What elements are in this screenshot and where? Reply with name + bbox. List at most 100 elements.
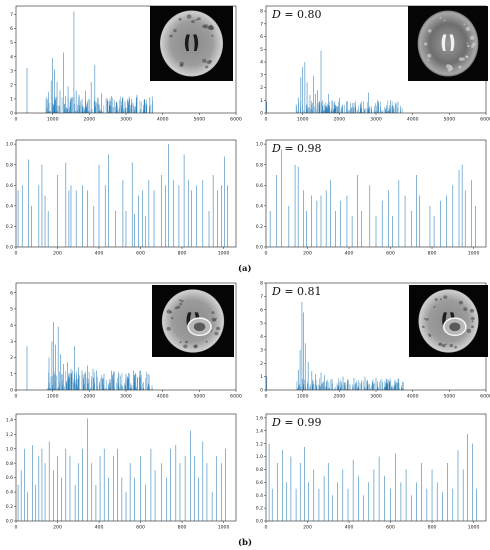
d-value-label: D = 0.80: [272, 8, 322, 21]
sulcus: [438, 342, 443, 347]
sulcus: [439, 298, 442, 301]
x-tick-label: 1000: [47, 394, 59, 400]
x-tick-label: 2000: [83, 394, 95, 400]
sulcus: [166, 326, 171, 331]
x-tick-label: 4000: [157, 117, 169, 123]
x-tick-label: 600: [386, 525, 395, 531]
x-tick-label: 200: [303, 251, 312, 257]
sulcus: [428, 334, 432, 337]
sulcus: [179, 341, 182, 344]
d-number: 0.80: [297, 8, 322, 21]
d-equals: =: [280, 8, 298, 21]
sulcus: [170, 317, 174, 320]
y-tick-label: 1.0: [256, 142, 263, 148]
sulcus: [191, 19, 195, 24]
y-tick-label: 1.0: [256, 454, 263, 460]
sulcus: [434, 298, 438, 301]
sulcus: [470, 316, 475, 321]
y-tick-label: 1.6: [256, 415, 263, 421]
bar-series: [26, 321, 153, 390]
y-tick-label: 6: [10, 290, 13, 296]
brain-scan: [418, 289, 479, 353]
y-tick-label: 0.0: [256, 519, 263, 525]
sulcus: [186, 14, 192, 19]
x-tick-label: 1000: [218, 525, 230, 531]
y-tick-label: 0.6: [6, 475, 13, 481]
sulcus: [463, 307, 468, 311]
sulcus: [441, 344, 446, 348]
brain-scan: [417, 10, 479, 77]
y-tick-label: 0.0: [6, 519, 13, 525]
sulcus: [213, 318, 217, 322]
x-tick-label: 2000: [333, 394, 345, 400]
sulcus: [169, 34, 173, 38]
sulcus: [197, 17, 201, 21]
bar-series: [268, 433, 477, 521]
sulcus: [449, 66, 454, 71]
x-tick-label: 400: [95, 525, 104, 531]
mri-t1-contrast-tumor-image: [409, 285, 488, 357]
sulcus: [443, 19, 446, 22]
sulcus: [179, 302, 183, 306]
x-tick-label: 0: [265, 525, 268, 531]
plot-frame: [15, 413, 237, 522]
chart-svg: 0 200 400 600 800 1000 0.0 0.2 0.4 0.6 0.8 1.0 1.2 1.…: [256, 413, 487, 531]
ventricle-right: [449, 34, 455, 51]
x-tick-label: 4000: [407, 394, 419, 400]
sulcus: [173, 29, 177, 33]
x-tick-label: 4000: [157, 394, 169, 400]
d-value-label: D = 0.99: [272, 416, 322, 429]
y-tick-label: 0.6: [256, 480, 263, 486]
x-tick-label: 2000: [83, 117, 95, 123]
x-tick-label: 0: [15, 525, 18, 531]
bar-series: [266, 50, 404, 113]
x-tick-label: 1000: [468, 251, 480, 257]
chart-panel-a-top-left: 0 1000 2000 3000 4000 5000 6000 0 1 2 3 4 5 6 7: [0, 2, 242, 125]
x-tick-label: 0: [15, 394, 18, 400]
y-tick-label: 0.6: [256, 183, 263, 189]
x-tick-label: 600: [136, 251, 145, 257]
sulcus: [449, 343, 454, 348]
chart-svg: 0 200 400 600 800 1000 0.0 0.2 0.4 0.6 0.8 1.0 1.2 1.…: [6, 413, 237, 531]
chart-svg: 0 200 400 600 800 1000 0.0 0.2 0.4 0.6 0.8 1.0: [256, 139, 487, 257]
x-tick-label: 3000: [370, 394, 382, 400]
d-equals: =: [280, 416, 298, 429]
sulcus: [210, 26, 215, 31]
d-number: 0.98: [297, 142, 322, 155]
x-tick-label: 400: [95, 251, 104, 257]
x-tick-label: 400: [345, 525, 354, 531]
ventricle-right: [193, 34, 199, 51]
mri-flair-axial-image: [150, 6, 233, 81]
sulcus: [469, 35, 475, 40]
sulcus: [215, 317, 218, 320]
sulcus: [433, 306, 436, 308]
sulcus: [178, 17, 182, 21]
brain-scan: [159, 10, 224, 77]
y-tick-label: 1.2: [6, 432, 13, 438]
ventricle-left: [186, 312, 192, 329]
chart-svg: 0 1000 2000 3000 4000 5000 6000 0 1 2 3 4 5 6: [10, 282, 242, 400]
sulcus: [445, 343, 448, 345]
x-tick-label: 1000: [218, 251, 230, 257]
x-tick-label: 200: [53, 251, 62, 257]
sulcus: [458, 57, 463, 62]
plot-frame: [265, 413, 487, 522]
y-tick-label: 0.0: [6, 245, 13, 251]
chart-svg: 0 1000 2000 3000 4000 5000 6000 0 1 2 3 4 5 6 7: [10, 5, 242, 123]
x-tick-label: 1000: [468, 525, 480, 531]
chart-panel-a-bottom-right: 0 200 400 600 800 1000 0.0 0.2 0.4 0.6 0.8 1.0 D = 0…: [250, 136, 490, 259]
bar-series: [26, 11, 153, 113]
x-tick-label: 200: [53, 525, 62, 531]
sulcus: [466, 328, 472, 333]
ventricle-left: [441, 34, 447, 51]
y-tick-label: 8: [260, 281, 263, 287]
x-tick-label: 2000: [333, 117, 345, 123]
sulcus: [463, 23, 465, 26]
x-tick-label: 800: [178, 251, 187, 257]
tumor-core: [193, 322, 206, 332]
chart-panel-a-top-right: 0 1000 2000 3000 4000 5000 6000 0 1 2 3 4 5 6 7 8 D = 0.…: [250, 2, 490, 125]
mri-t1-contrast-tumor-image: [152, 285, 234, 357]
sulcus: [169, 310, 173, 314]
sulcus: [211, 311, 215, 315]
figure-label-a: (a): [238, 264, 252, 274]
